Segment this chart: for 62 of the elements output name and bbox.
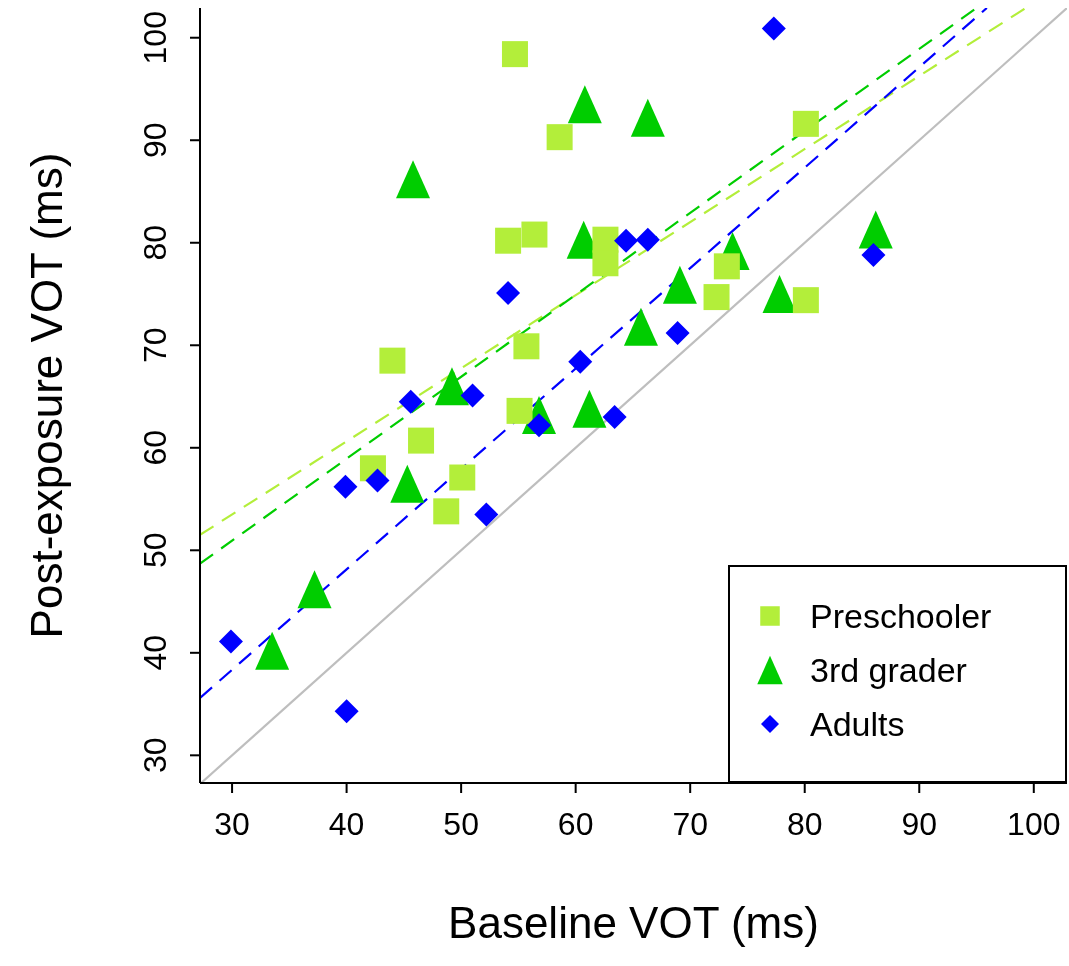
- point: [521, 221, 548, 248]
- point: [623, 307, 658, 346]
- y-tick-label: 100: [137, 11, 173, 65]
- point: [792, 287, 819, 314]
- x-tick-label: 100: [1007, 806, 1061, 842]
- point: [662, 265, 697, 304]
- point: [449, 464, 476, 491]
- y-tick-label: 80: [137, 224, 173, 261]
- point: [861, 243, 886, 268]
- point: [365, 468, 390, 493]
- point: [713, 253, 740, 280]
- point: [434, 367, 469, 406]
- legend-label: 3rd grader: [810, 650, 967, 690]
- point: [398, 389, 423, 414]
- point: [614, 228, 639, 253]
- point: [501, 41, 528, 68]
- point: [572, 389, 607, 428]
- point: [474, 502, 499, 527]
- point: [218, 629, 243, 654]
- point: [630, 98, 665, 137]
- point: [506, 397, 533, 424]
- y-tick-label: 30: [137, 737, 173, 774]
- point: [546, 124, 573, 151]
- point: [334, 699, 359, 724]
- x-tick-label: 70: [672, 806, 708, 842]
- point: [496, 280, 521, 305]
- point: [567, 85, 602, 124]
- legend-label: Adults: [810, 704, 905, 744]
- point: [858, 210, 893, 249]
- y-tick-label: 70: [137, 327, 173, 364]
- point: [379, 347, 406, 374]
- point: [761, 16, 786, 41]
- y-tick-label: 40: [137, 635, 173, 671]
- point: [495, 227, 522, 254]
- x-tick-label: 30: [214, 806, 250, 842]
- x-tick-label: 50: [443, 806, 479, 842]
- point: [396, 160, 431, 199]
- y-tick-label: 50: [137, 532, 173, 569]
- x-axis-title: Baseline VOT (ms): [448, 898, 819, 947]
- point: [602, 405, 627, 430]
- point: [568, 349, 593, 374]
- point: [433, 498, 460, 525]
- point: [703, 284, 730, 311]
- point: [333, 474, 358, 499]
- point: [297, 570, 332, 609]
- x-tick-label: 80: [786, 806, 823, 842]
- y-tick-label: 90: [137, 122, 173, 159]
- point: [635, 227, 660, 252]
- point: [792, 110, 819, 137]
- point: [408, 427, 435, 454]
- point: [255, 631, 290, 670]
- point: [513, 333, 540, 360]
- point: [665, 320, 690, 345]
- legend-label: Preschooler: [810, 596, 992, 636]
- point: [460, 383, 485, 408]
- point: [592, 250, 619, 277]
- y-tick-label: 60: [137, 429, 173, 466]
- y-axis-title: Post-exposure VOT (ms): [22, 152, 71, 639]
- x-tick-label: 90: [901, 806, 938, 842]
- x-tick-label: 60: [557, 806, 594, 842]
- point: [390, 464, 425, 503]
- x-tick-label: 40: [328, 806, 365, 842]
